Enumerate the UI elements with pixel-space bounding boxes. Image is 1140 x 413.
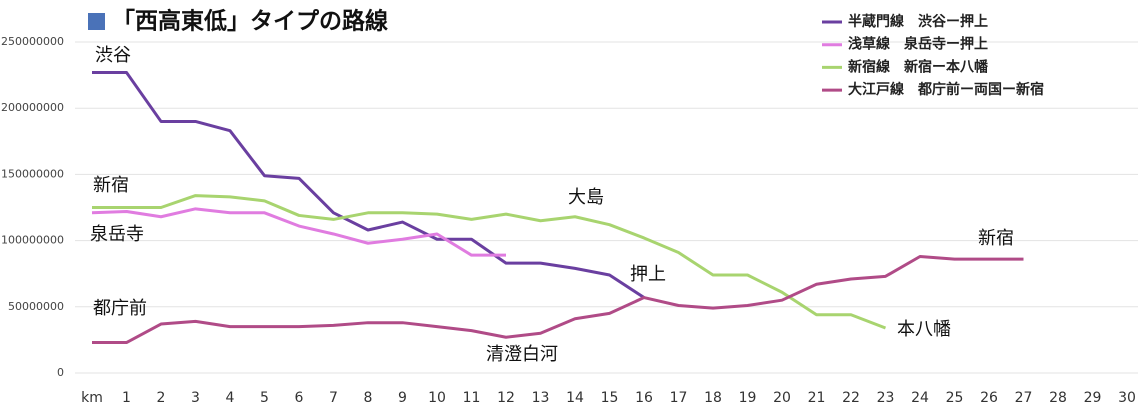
annotation: 新宿 [978,228,1014,249]
x-tick-label: 10 [428,390,446,406]
annotation: 泉岳寺 [90,224,144,245]
series-line [92,194,887,330]
x-tick-label: 24 [911,390,929,406]
annotation: 本八幡 [897,319,951,340]
x-tick-label: 11 [463,390,481,406]
chart-title: 「西高東低」タイプの路線 [112,8,388,35]
annotation: 渋谷 [95,45,131,66]
y-tick-label: 150000000 [1,167,64,180]
legend-label: 新宿線 新宿ー本八幡 [848,58,989,75]
series-line [92,254,1024,345]
x-tick-label: 3 [191,390,200,406]
annotation: 清澄白河 [486,344,558,365]
x-tick-label: 22 [842,390,860,406]
x-tick-label: 26 [980,390,998,406]
y-tick-label: 50000000 [8,300,64,313]
x-tick-label: 1 [122,390,131,406]
annotation: 押上 [630,264,666,285]
x-tick-label: 20 [773,390,791,406]
x-tick-label: 19 [739,390,757,406]
x-tick-label: 13 [532,390,550,406]
x-tick-label: 28 [1049,390,1067,406]
x-tick-label: 27 [1015,390,1033,406]
annotation: 都庁前 [93,298,147,319]
x-tick-label: 7 [329,390,338,406]
x-tick-label: 25 [946,390,964,406]
series-line [91,207,506,257]
legend-label: 大江戸線 都庁前ー両国ー新宿 [848,81,1044,98]
y-tick-label: 250000000 [1,35,64,48]
x-tick-label: 23 [877,390,895,406]
annotation: 新宿 [93,175,129,196]
x-tick-label: 14 [566,390,584,406]
x-tick-label: km [81,390,103,406]
y-tick-label: 200000000 [1,101,64,114]
x-tick-label: 8 [364,390,373,406]
x-tick-label: 15 [601,390,619,406]
x-tick-label: 29 [1084,390,1102,406]
series-line [92,70,645,299]
y-tick-label: 0 [57,366,64,379]
title-marker [88,13,105,30]
legend-label: 半蔵門線 渋谷ー押上 [848,13,988,30]
y-tick-label: 100000000 [1,234,64,247]
x-tick-label: 17 [670,390,688,406]
annotation: 大島 [568,187,604,208]
x-tick-label: 6 [295,390,304,406]
x-tick-label: 9 [398,390,407,406]
x-tick-label: 4 [226,390,235,406]
x-tick-label: 5 [260,390,269,406]
x-tick-label: 18 [704,390,722,406]
x-tick-label: 16 [635,390,653,406]
x-tick-label: 21 [808,390,826,406]
x-tick-label: 2 [157,390,166,406]
x-tick-label: 30 [1118,390,1136,406]
x-tick-label: 12 [497,390,515,406]
legend-label: 浅草線 泉岳寺ー押上 [848,36,988,53]
